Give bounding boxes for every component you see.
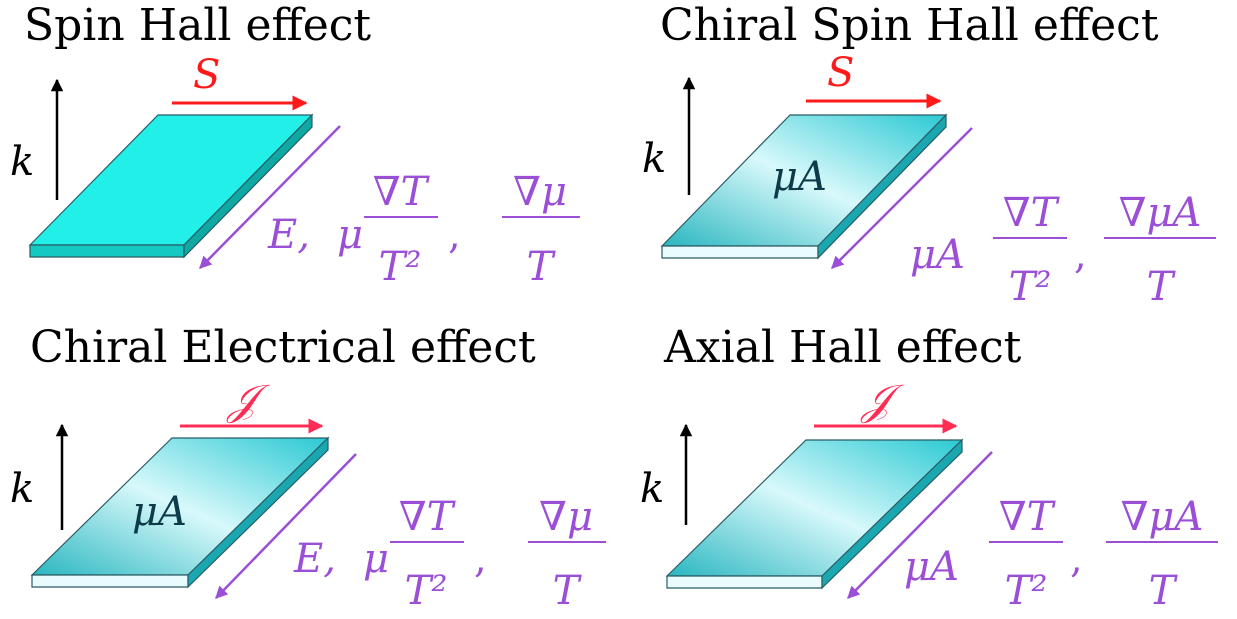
panel-chiral-electrical: Chiral Electrical effect 𝒥 k μA E, μ ∇T …	[10, 322, 606, 614]
field-num1: ∇T	[373, 169, 431, 215]
field-num1: ∇T	[999, 494, 1057, 540]
panel-chiral-spin-hall: Chiral Spin Hall effect S k μA μA ∇T T² …	[642, 0, 1216, 310]
field-sep: ,	[1070, 536, 1083, 582]
k-label: k	[642, 136, 666, 182]
field-num1: ∇T	[399, 494, 457, 540]
field-den1: T²	[405, 568, 448, 614]
field-arrow	[847, 451, 993, 599]
field-arrow	[831, 127, 973, 269]
slab-side-face	[183, 113, 313, 259]
slab-side-face	[817, 113, 947, 260]
field-den1: T²	[379, 244, 422, 290]
field-prefix: E,	[293, 536, 336, 582]
field-sep: ,	[474, 536, 487, 582]
slab-side-face	[821, 438, 963, 590]
panel-title: Axial Hall effect	[663, 322, 1022, 373]
field-coeff: μA	[910, 232, 965, 278]
slab	[660, 113, 948, 260]
field-sep: ,	[1074, 232, 1087, 278]
field-num2: ∇μA	[1121, 494, 1204, 540]
field-coeff: μ	[337, 212, 363, 258]
k-label: k	[640, 466, 664, 512]
panel-title: Chiral Electrical effect	[30, 322, 536, 373]
field-num2: ∇μA	[1119, 190, 1202, 236]
slab	[28, 113, 314, 259]
field-den2: T	[553, 568, 583, 614]
field-den2: T	[527, 244, 557, 290]
field-arrow	[215, 453, 357, 599]
field-expression: E, μ ∇T T² , ∇μ T	[267, 169, 580, 290]
panel-axial-hall: Axial Hall effect 𝒥 k μA ∇T T² , ∇μA T	[640, 322, 1218, 614]
slab-front-face	[29, 244, 185, 258]
spin-label: S	[827, 50, 854, 96]
current-label: 𝒥	[860, 375, 905, 424]
k-label: k	[10, 466, 34, 512]
field-den1: T²	[1005, 568, 1048, 614]
slab-side-face	[187, 436, 329, 589]
field-den2: T	[1149, 568, 1179, 614]
spin-label: S	[193, 52, 220, 98]
field-num2: ∇μ	[539, 494, 593, 540]
field-num1: ∇T	[1003, 190, 1061, 236]
field-expression: E, μ ∇T T² , ∇μ T	[293, 494, 606, 614]
k-label: k	[10, 139, 34, 185]
field-expression: μA ∇T T² , ∇μA T	[904, 494, 1218, 614]
slab	[665, 438, 964, 590]
slab-label: μA	[772, 154, 827, 200]
field-num2: ∇μ	[513, 169, 567, 215]
field-den1: T²	[1009, 264, 1052, 310]
slab-front-face	[31, 574, 189, 588]
panel-title: Chiral Spin Hall effect	[660, 0, 1159, 51]
field-den2: T	[1147, 264, 1177, 310]
panel-spin-hall: Spin Hall effect S k E, μ ∇T T² , ∇μ T	[10, 0, 580, 290]
slab-front-face	[666, 575, 823, 589]
panel-title: Spin Hall effect	[24, 0, 371, 51]
field-coeff: μA	[904, 544, 959, 590]
current-label: 𝒥	[226, 375, 271, 424]
slab-front-face	[661, 245, 819, 259]
field-prefix: E,	[267, 212, 310, 258]
field-expression: μA ∇T T² , ∇μA T	[910, 190, 1216, 310]
field-coeff: μ	[363, 536, 389, 582]
field-arrow	[199, 125, 341, 269]
field-sep: ,	[448, 212, 461, 258]
slab-label: μA	[132, 489, 187, 535]
slab	[30, 436, 330, 589]
